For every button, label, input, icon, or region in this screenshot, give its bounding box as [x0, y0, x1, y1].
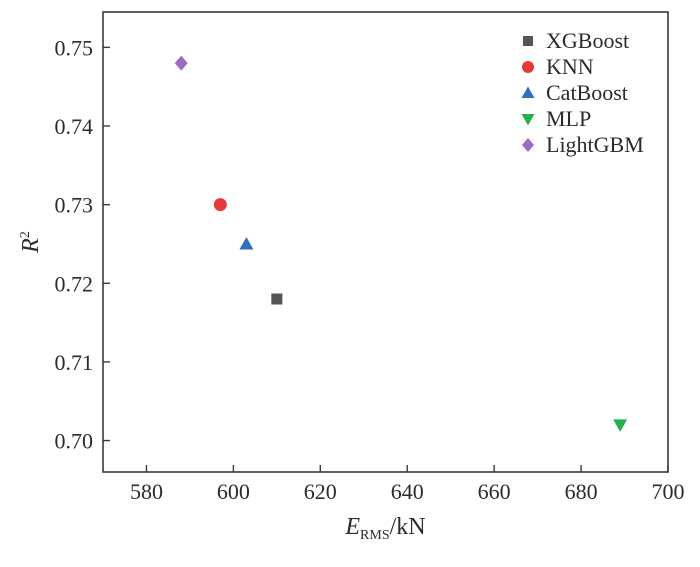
x-tick-label: 660 — [478, 479, 511, 504]
x-axis-title-main: E — [344, 514, 360, 540]
legend-label-mlp: MLP — [546, 106, 591, 131]
x-axis: 580 600 620 640 660 680 700 — [130, 465, 685, 504]
y-axis-title-main: R — [18, 238, 44, 254]
y-tick-label: 0.70 — [55, 429, 94, 454]
y-tick-label: 0.72 — [55, 271, 94, 296]
data-point-lightgbm — [174, 55, 188, 71]
legend-label-catboost: CatBoost — [546, 80, 628, 105]
legend-marker-knn — [522, 61, 534, 73]
y-tick-label: 0.74 — [55, 114, 94, 139]
legend-marker-mlp — [521, 114, 535, 126]
x-tick-label: 580 — [130, 479, 163, 504]
legend-marker-lightgbm — [522, 138, 534, 152]
legend-label-xgboost: XGBoost — [546, 28, 629, 53]
y-axis-title: R2 — [18, 231, 44, 254]
legend-label-knn: KNN — [546, 54, 594, 79]
y-tick-label: 0.73 — [55, 193, 94, 218]
x-axis-title-rest: /kN — [390, 514, 426, 540]
x-axis-title: ERMS/kN — [344, 514, 425, 543]
x-tick-label: 640 — [391, 479, 424, 504]
y-axis-title-sup: 2 — [18, 231, 33, 238]
x-axis-title-sub: RMS — [360, 528, 390, 543]
legend-marker-xgboost — [523, 36, 533, 46]
x-tick-label: 600 — [217, 479, 250, 504]
y-tick-label: 0.75 — [55, 35, 94, 60]
data-point-knn — [213, 198, 227, 212]
legend-label-lightgbm: LightGBM — [546, 132, 644, 157]
data-points — [174, 55, 628, 432]
y-tick-label: 0.71 — [55, 350, 94, 375]
data-point-catboost — [239, 236, 254, 250]
x-tick-label: 700 — [652, 479, 685, 504]
y-axis: 0.70 0.71 0.72 0.73 0.74 0.75 — [55, 35, 110, 454]
plot-area-frame — [102, 11, 669, 473]
legend-marker-catboost — [521, 86, 535, 98]
data-point-mlp — [613, 419, 628, 432]
data-point-xgboost — [271, 293, 283, 305]
x-tick-label: 680 — [565, 479, 598, 504]
x-tick-label: 620 — [304, 479, 337, 504]
